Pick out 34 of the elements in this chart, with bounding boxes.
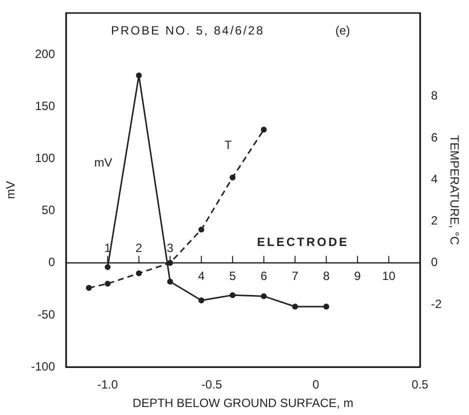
annotation: 2 (136, 241, 143, 256)
x-axis-title: DEPTH BELOW GROUND SURFACE, m (132, 396, 354, 410)
y-axis-title: mV (4, 181, 18, 199)
y2-tick-label: 4 (431, 172, 438, 186)
y2-tick-label: 8 (431, 88, 438, 103)
y-tick-label: -100 (30, 359, 56, 374)
annotation: 4 (198, 269, 206, 284)
y-tick-label: 50 (42, 203, 56, 218)
annotation: (e) (335, 23, 350, 38)
y2-axis-title: TEMPERATURE, °C (447, 135, 462, 246)
x-tick-label: -1.0 (97, 378, 118, 392)
y-tick-label: 0 (48, 255, 56, 270)
annotation: 9 (354, 269, 362, 284)
series-label: T (224, 138, 233, 152)
y-tick-label: 150 (34, 99, 56, 114)
annotation: 5 (229, 269, 236, 284)
y-tick-label: 100 (34, 151, 56, 166)
text: PROBE NO. 5, 84/6/28 (111, 23, 264, 38)
annotation: 10 (382, 269, 396, 284)
annotation: 6 (260, 269, 268, 284)
x-tick-label: 0 (312, 378, 320, 392)
y-tick-label: -50 (38, 307, 56, 322)
y2-tick-label: -2 (431, 296, 442, 311)
x-tick-label: 0.5 (412, 378, 429, 392)
annotation: 3 (166, 241, 174, 256)
y2-tick-label: 6 (431, 130, 438, 144)
annotation: 8 (322, 269, 330, 284)
y2-tick-label: 2 (431, 214, 438, 228)
x-tick-label: -0.5 (201, 378, 222, 392)
annotation: ELECTRODE (256, 235, 350, 250)
annotation: 7 (292, 269, 299, 284)
series-label: mV (94, 156, 112, 170)
y2-tick-label: 0 (431, 255, 438, 270)
y-tick-label: 200 (34, 46, 56, 61)
